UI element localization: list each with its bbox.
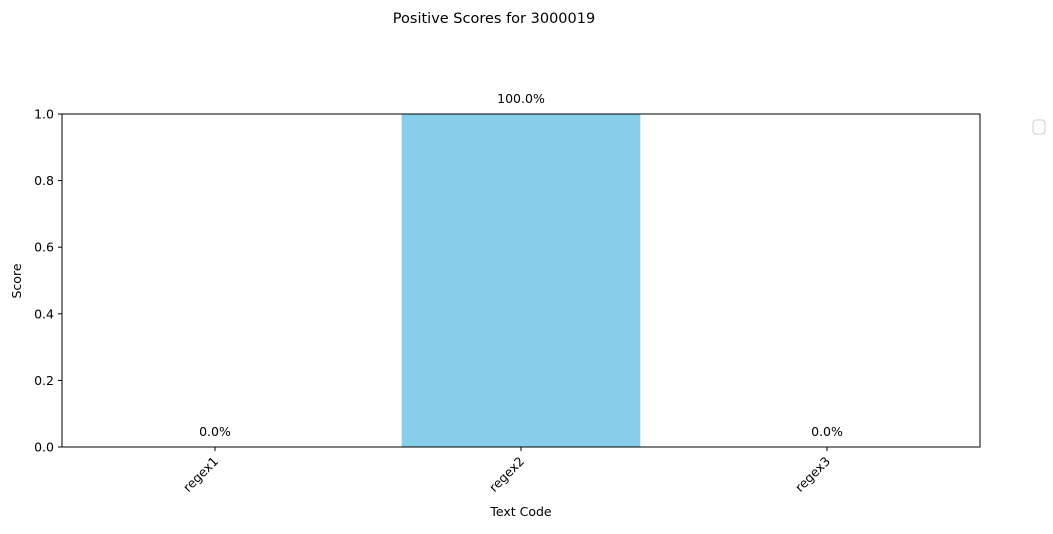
x-axis-label: Text Code	[489, 504, 552, 519]
y-tick-label-0.4: 0.4	[34, 306, 54, 321]
chart-title: Positive Scores for 3000019	[393, 11, 595, 27]
bar-regex2	[401, 114, 641, 447]
y-tick-label-0.0: 0.0	[34, 440, 54, 455]
bar-value-label-regex1: 0.0%	[199, 424, 231, 439]
y-axis-ticks: 0.0 0.2 0.4 0.6 0.8 1.0	[34, 107, 62, 455]
y-tick-label-0.2: 0.2	[34, 373, 54, 388]
bar-value-label-regex2: 100.0%	[497, 91, 545, 106]
bar-labels-group: 0.0% 100.0% 0.0%	[199, 91, 843, 439]
x-tick-label-regex2: regex2	[486, 454, 527, 495]
x-tick-label-regex3: regex3	[792, 454, 833, 495]
x-tick-label-regex1: regex1	[180, 454, 221, 495]
legend-box	[1032, 119, 1046, 135]
bar-value-label-regex3: 0.0%	[811, 424, 843, 439]
y-axis-label: Score	[9, 263, 24, 298]
legend	[1032, 119, 1046, 135]
x-axis-ticks: regex1 regex2 regex3	[180, 447, 833, 495]
y-tick-label-0.8: 0.8	[34, 173, 54, 188]
bars-group	[401, 114, 641, 447]
y-tick-label-1.0: 1.0	[34, 107, 54, 122]
y-tick-label-0.6: 0.6	[34, 240, 54, 255]
